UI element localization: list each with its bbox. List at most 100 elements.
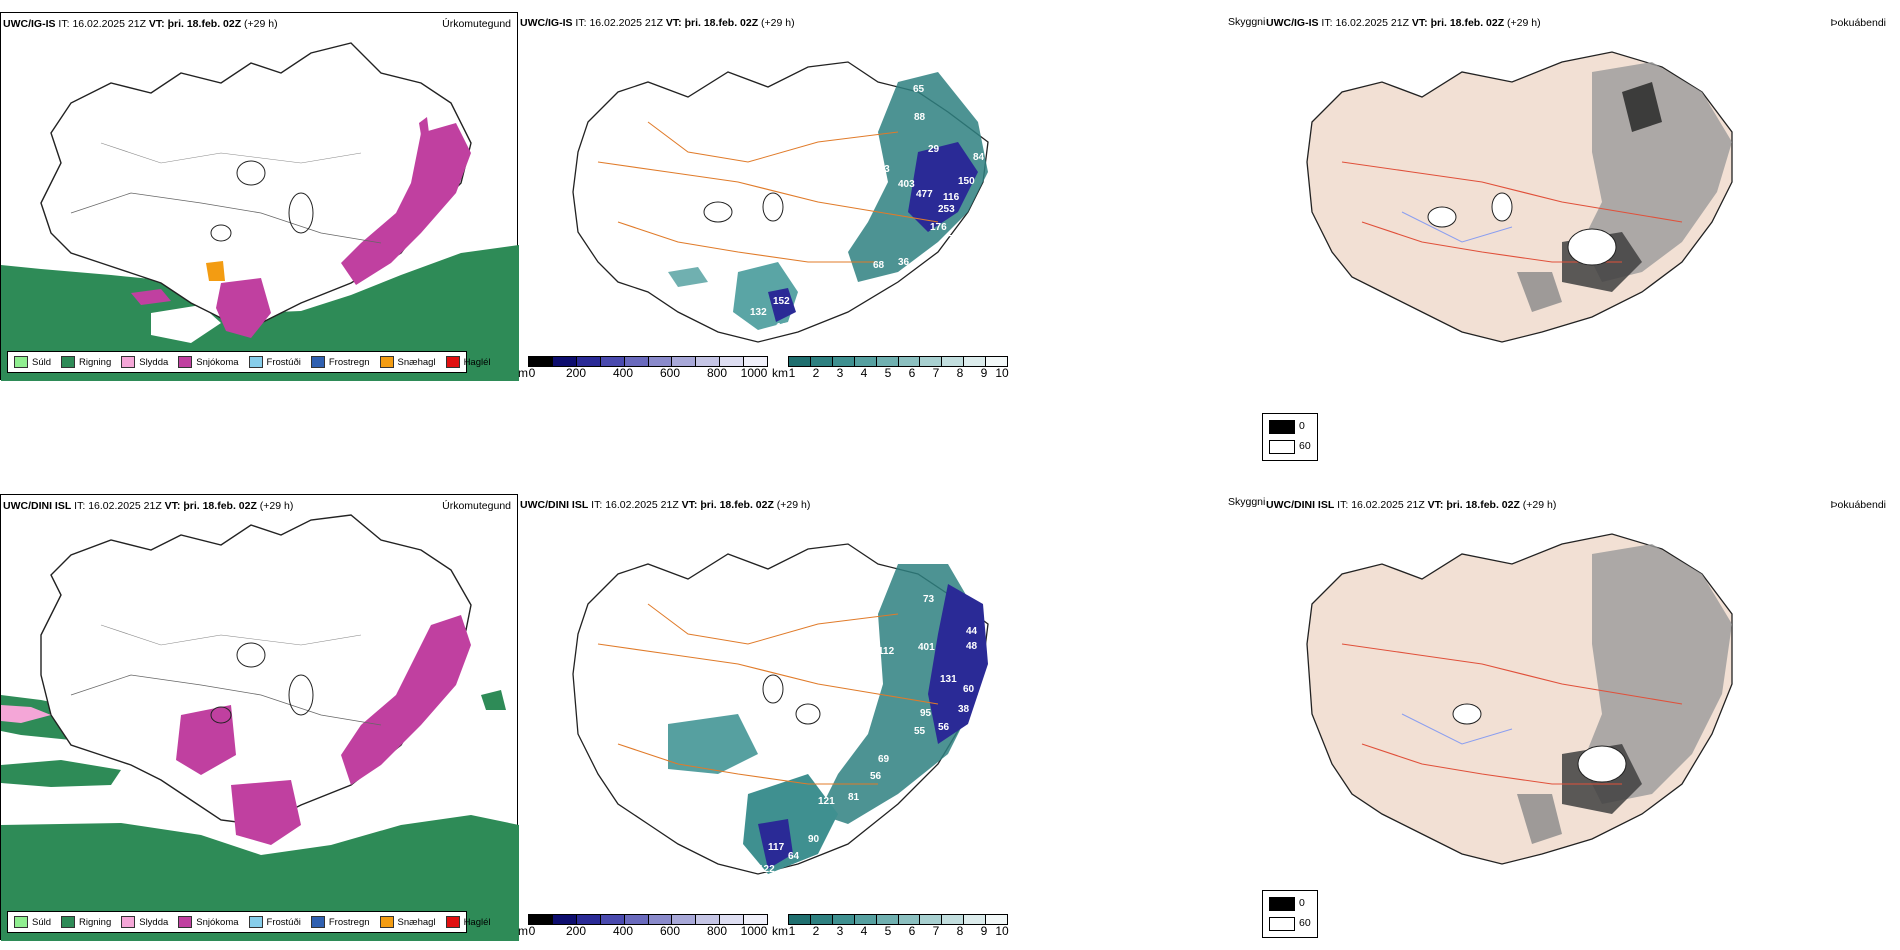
- iceland-map-precip-bottom: [1, 514, 519, 941]
- legend-swatch: [445, 916, 460, 928]
- cloud-value-label: 131: [940, 674, 957, 685]
- visibility-tick: 7: [932, 924, 940, 938]
- cloud-value-label: 81: [828, 224, 840, 235]
- cloud-value-label: 132: [750, 307, 767, 318]
- visibility-tick: 2: [812, 924, 820, 938]
- visibility-tick: 4: [860, 366, 868, 380]
- cloud-value-label: 117: [768, 842, 785, 853]
- cloud-value-label: 78: [948, 234, 960, 245]
- cloud-base-tick: 600: [659, 366, 681, 380]
- cloud-value-label: 81: [848, 792, 860, 803]
- cloud-value-label: 126: [776, 322, 793, 333]
- visibility-unit: km: [772, 366, 788, 380]
- legend-item: Frostúði: [248, 916, 301, 928]
- precip-panel-bottom: UWC/DINI ISL IT: 16.02.2025 21Z VT: þri.…: [0, 494, 519, 941]
- cloud-value-label: 401: [918, 642, 935, 653]
- legend-item: Frostregn: [310, 916, 370, 928]
- cloud-value-label: 150: [958, 176, 975, 187]
- visibility-tick: 5: [884, 924, 892, 938]
- legend-item: Haglél: [445, 356, 491, 368]
- cloud-value-label: 477: [916, 189, 933, 200]
- header-top-fog: UWC/IG-IS IT: 16.02.2025 21Z VT: þri. 18…: [1266, 17, 1541, 29]
- visibility-tick: 1: [788, 366, 796, 380]
- precip-legend-top: Súld Rigning Slydda Snjókoma Frostúði Fr…: [7, 351, 491, 373]
- legend-item: Frostúði: [248, 356, 301, 368]
- cloud-base-tick: 600: [659, 924, 681, 938]
- legend-swatch: [379, 356, 394, 368]
- legend-swatch: [248, 356, 263, 368]
- iceland-map-fog-top: [1306, 51, 1733, 343]
- cloud-base-colorbar-bottom: m 0 200 400 600 800 1000: [518, 914, 768, 944]
- visibility-tick: 9: [980, 924, 988, 938]
- cloud-value-label: 71: [870, 279, 882, 290]
- iceland-map-visibility-bottom: 73 44 48 60 38 56 95 55 401 131 112 101 …: [572, 543, 989, 879]
- legend-item: Haglél: [445, 916, 491, 928]
- visibility-tick: 7: [932, 366, 940, 380]
- visibility-tick: 10: [995, 366, 1009, 380]
- cloud-base-unit: m: [518, 366, 528, 380]
- cloud-value-label: 122: [758, 864, 775, 875]
- cloud-value-label: 44: [966, 626, 978, 637]
- visibility-colorbar-top: km 1 2 3 4 5 6 7 8 9 10: [772, 356, 1012, 386]
- visibility-tick: 1: [788, 924, 796, 938]
- cloud-value-label: 112: [878, 646, 895, 657]
- legend-swatch: [14, 916, 28, 928]
- visibility-title-top: Skyggni: [1228, 16, 1266, 28]
- header-bottom-fog: UWC/DINI ISL IT: 16.02.2025 21Z VT: þri.…: [1266, 499, 1557, 511]
- visibility-tick: 3: [836, 366, 844, 380]
- cloud-value-label: 68: [873, 260, 885, 271]
- cloud-value-label: 123: [873, 164, 890, 175]
- cloud-base-unit: m: [518, 924, 528, 938]
- visibility-tick: 8: [956, 366, 964, 380]
- cloud-value-label: 88: [914, 112, 926, 123]
- cloud-value-label: 68: [828, 831, 840, 842]
- cloud-value-label: 101: [863, 666, 880, 677]
- precip-panel-top: UWC/IG-IS IT: 16.02.2025 21Z VT: þri. 18…: [0, 12, 519, 381]
- cloud-value-label: 84: [973, 152, 985, 163]
- fog-swatch: [1269, 897, 1295, 911]
- visibility-unit: km: [772, 924, 788, 938]
- cloud-base-colorbar-top: m 0 200 400 600 800 1000: [518, 356, 768, 386]
- cloud-value-label: 121: [818, 796, 835, 807]
- cloud-value-label: 69: [878, 754, 890, 765]
- header-top-precip: UWC/IG-IS IT: 16.02.2025 21Z VT: þri. 18…: [3, 18, 278, 30]
- visibility-tick: 3: [836, 924, 844, 938]
- visibility-tick: 2: [812, 366, 820, 380]
- cloud-base-tick: 1000: [740, 924, 768, 938]
- cloud-value-label: 29: [928, 144, 940, 155]
- fog-tick: 0: [1299, 897, 1305, 909]
- cloud-base-tick: 0: [528, 366, 536, 380]
- cloud-value-label: 90: [808, 834, 820, 845]
- visibility-tick: 8: [956, 924, 964, 938]
- fog-panel-top: UWC/IG-IS IT: 16.02.2025 21Z VT: þri. 18…: [1262, 12, 1900, 380]
- legend-swatch: [61, 356, 76, 368]
- cloud-number-labels-top: 84 150 123 97 403 477 116 253 176 78 36 …: [750, 84, 985, 333]
- visibility-tick: 5: [884, 366, 892, 380]
- header-bottom-visibility: UWC/DINI ISL IT: 16.02.2025 21Z VT: þri.…: [520, 499, 811, 511]
- cloud-base-tick: 400: [612, 924, 634, 938]
- legend-item: Rigning: [61, 356, 111, 368]
- legend-swatch: [121, 916, 136, 928]
- cloud-base-tick: 200: [565, 366, 587, 380]
- legend-item: Snæhagl: [379, 356, 436, 368]
- visibility-tick: 6: [908, 924, 916, 938]
- legend-swatch: [14, 356, 28, 368]
- fog-tick: 60: [1299, 440, 1311, 452]
- cloud-value-label: 60: [963, 684, 975, 695]
- legend-swatch: [310, 916, 325, 928]
- cloud-base-tick: 0: [528, 924, 536, 938]
- iceland-map-fog-bottom: [1306, 533, 1733, 865]
- fog-panel-bottom: UWC/DINI ISL IT: 16.02.2025 21Z VT: þri.…: [1262, 494, 1900, 940]
- cloud-value-label: 152: [773, 296, 790, 307]
- fog-legend-bottom: 0 60: [1262, 890, 1318, 938]
- cloud-base-tick: 800: [706, 924, 728, 938]
- visibility-title-bottom: Skyggni: [1228, 496, 1266, 508]
- fog-tick: 0: [1299, 420, 1305, 432]
- cloud-value-label: 73: [923, 594, 935, 605]
- visibility-colorbar-bottom: km 1 2 3 4 5 6 7 8 9 10: [772, 914, 1012, 944]
- cloud-value-label: 65: [913, 84, 925, 95]
- cloud-value-label: 64: [788, 851, 800, 862]
- precip-legend-bottom: Súld Rigning Slydda Snjókoma Frostúði Fr…: [7, 911, 491, 933]
- header-top-visibility: UWC/IG-IS IT: 16.02.2025 21Z VT: þri. 18…: [520, 17, 795, 29]
- fog-title-top: Þokuábendi: [1830, 17, 1886, 29]
